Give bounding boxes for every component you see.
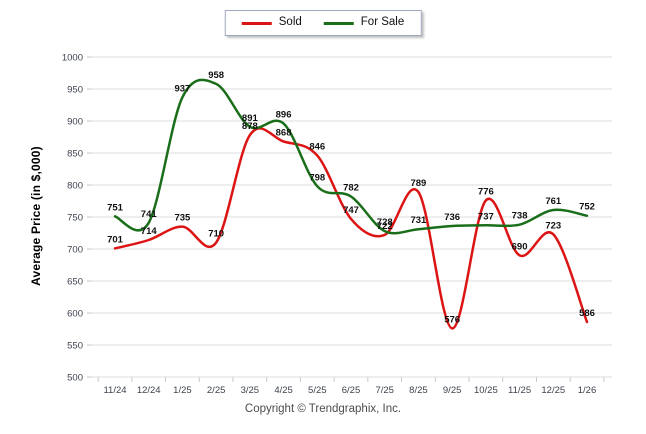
legend-label-for-sale: For Sale	[360, 16, 405, 29]
x-tick-label: 11/25	[508, 385, 531, 396]
data-label-for-sale: 737	[478, 211, 494, 222]
data-label-sold: 747	[343, 205, 359, 216]
y-tick-label: 800	[67, 181, 83, 192]
y-tick-label: 850	[67, 149, 83, 160]
y-tick-label: 700	[67, 245, 83, 256]
x-tick-label: 9/25	[443, 385, 462, 396]
data-label-for-sale: 958	[208, 70, 224, 81]
data-label-for-sale: 937	[174, 83, 190, 94]
y-tick-label: 650	[67, 277, 83, 288]
x-tick-label: 7/25	[375, 385, 394, 396]
legend-item-sold: Sold	[241, 16, 302, 29]
data-label-for-sale: 731	[410, 215, 427, 226]
y-tick-label: 550	[67, 341, 83, 352]
x-tick-label: 12/24	[137, 385, 161, 396]
data-label-for-sale: 741	[141, 209, 158, 220]
data-label-sold: 576	[444, 314, 460, 325]
data-label-sold: 722	[377, 221, 393, 232]
legend: Sold For Sale	[224, 10, 422, 36]
data-label-sold: 701	[107, 234, 124, 245]
y-axis-title: Average Price (in $,000)	[29, 146, 43, 286]
x-tick-label: 4/25	[274, 385, 293, 396]
data-label-sold: 735	[174, 213, 191, 224]
data-label-sold: 868	[276, 127, 292, 138]
data-label-for-sale: 761	[545, 196, 562, 207]
data-label-for-sale: 751	[107, 202, 124, 213]
y-tick-label: 600	[67, 309, 83, 320]
y-tick-label: 500	[67, 373, 83, 384]
x-tick-label: 3/25	[241, 385, 260, 396]
x-tick-label: 12/25	[541, 385, 565, 396]
y-tick-label: 950	[67, 85, 83, 96]
data-label-for-sale: 891	[242, 113, 259, 124]
data-label-sold: 789	[410, 178, 426, 189]
data-label-sold: 723	[545, 220, 561, 231]
data-label-for-sale: 728	[377, 217, 393, 228]
legend-label-sold: Sold	[278, 16, 302, 29]
data-label-sold: 586	[579, 308, 595, 319]
data-label-for-sale: 736	[444, 212, 460, 223]
x-tick-label: 8/25	[409, 385, 428, 396]
data-label-for-sale: 896	[276, 110, 292, 121]
x-tick-label: 1/26	[578, 385, 597, 396]
series-line-for-sale	[113, 78, 589, 235]
series-line-sold	[113, 127, 589, 330]
sold-line-swatch	[241, 21, 272, 25]
data-label-sold: 710	[208, 229, 224, 240]
data-label-sold: 690	[512, 241, 528, 252]
data-label-for-sale: 752	[579, 202, 595, 213]
legend-item-for-sale: For Sale	[323, 16, 405, 29]
x-tick-label: 5/25	[308, 385, 327, 396]
data-label-for-sale: 782	[343, 183, 359, 194]
for-sale-line-swatch	[323, 21, 354, 25]
data-label-sold: 846	[309, 142, 325, 153]
data-label-sold: 878	[242, 121, 258, 132]
x-tick-label: 6/25	[342, 385, 361, 396]
copyright-text: Copyright © Trendgraphix, Inc.	[244, 403, 402, 415]
x-tick-label: 11/24	[103, 385, 126, 396]
y-tick-label: 1000	[62, 53, 83, 64]
y-tick-label: 750	[67, 213, 83, 224]
data-label-sold: 714	[141, 226, 158, 237]
x-tick-label: 1/25	[173, 385, 192, 396]
x-tick-label: 10/25	[474, 385, 498, 396]
data-label-for-sale: 738	[512, 211, 528, 222]
x-tick-label: 2/25	[207, 385, 226, 396]
y-tick-label: 900	[67, 117, 83, 128]
data-label-sold: 776	[478, 186, 494, 197]
data-label-for-sale: 798	[309, 172, 325, 183]
